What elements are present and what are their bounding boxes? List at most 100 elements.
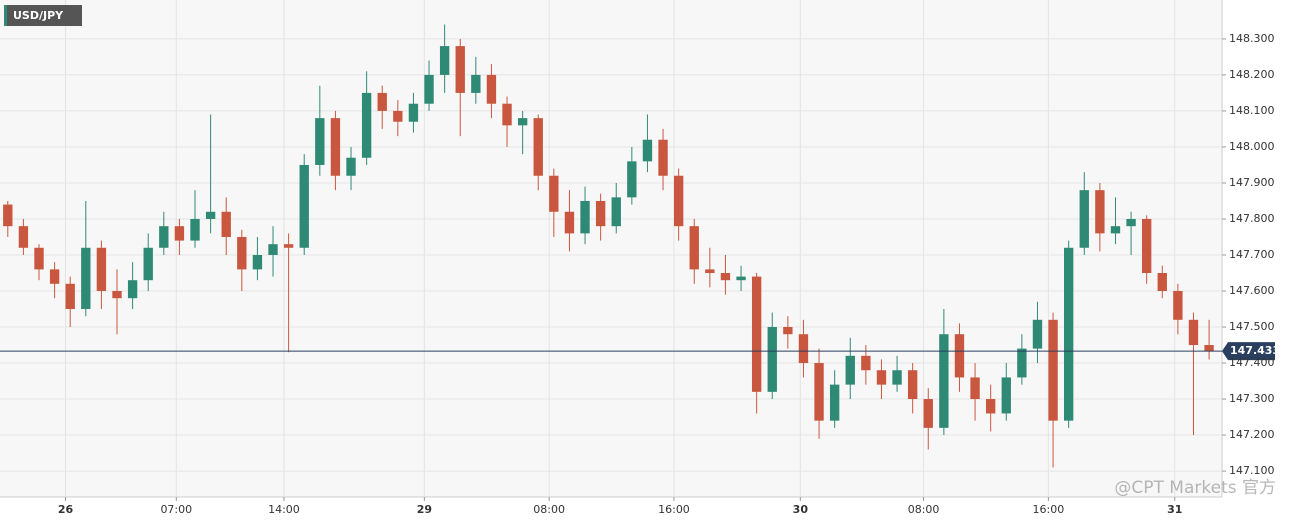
candle-body (486, 74, 497, 104)
x-tick-label: 07:00 (160, 503, 192, 516)
candle-body (1063, 247, 1074, 421)
candle-body (112, 290, 122, 299)
candle-body (3, 204, 13, 227)
candle-body (517, 118, 528, 126)
candle-body (954, 334, 965, 378)
y-tick-label: 147.900 (1229, 176, 1275, 189)
symbol-badge (4, 5, 82, 26)
candle-body (377, 92, 387, 111)
candle-body (190, 218, 200, 241)
candle-body (1048, 319, 1058, 421)
candle-body (159, 226, 169, 248)
last-price-label: 147.433 (1230, 344, 1280, 357)
candle-body (283, 244, 294, 248)
candle-body (18, 226, 29, 248)
candle-body (1001, 377, 1011, 414)
candle-body (595, 200, 606, 227)
candle-body (424, 74, 434, 104)
candle-body (798, 334, 809, 364)
overlay: 147.433 (0, 342, 1280, 361)
candle-body (1017, 348, 1027, 378)
candle-body (1141, 218, 1152, 273)
candle-body (673, 175, 684, 227)
candle-body (876, 370, 887, 385)
candle-body (783, 327, 793, 335)
candle-body (892, 370, 902, 385)
candle-body (1204, 345, 1214, 352)
y-tick-label: 148.300 (1229, 32, 1275, 45)
y-tick-label: 147.700 (1229, 248, 1275, 261)
y-tick-label: 147.800 (1229, 212, 1275, 225)
candle-body (143, 247, 153, 281)
candle-body (330, 118, 341, 176)
candle-body (580, 200, 590, 234)
candle-body (861, 355, 871, 371)
candle-body (751, 276, 762, 392)
candle-body (720, 272, 731, 281)
candle-body (939, 334, 949, 428)
candle-body (642, 139, 653, 162)
x-tick-label: 08:00 (533, 503, 565, 516)
x-tick-label: 29 (417, 503, 432, 516)
candle-body (689, 226, 699, 270)
candle-body (299, 164, 309, 248)
candle-body (455, 46, 465, 93)
x-tick-label: 16:00 (658, 503, 690, 516)
x-tick-label: 30 (793, 503, 809, 516)
candle-body (96, 247, 107, 291)
y-tick-label: 147.300 (1229, 392, 1275, 405)
candle-body (393, 110, 403, 122)
candle-body (315, 118, 325, 165)
symbol-badge-accent (4, 5, 7, 26)
candle-body (1110, 226, 1121, 234)
candle-body (49, 269, 60, 284)
candle-body (346, 157, 356, 176)
candle-body (845, 355, 855, 385)
candle-body (549, 175, 559, 212)
plot-area (0, 0, 1222, 497)
candle-body (923, 399, 933, 428)
x-tick-label: 26 (58, 503, 74, 516)
candle-body (1157, 272, 1167, 291)
last-price-tag (1222, 342, 1275, 361)
candle-body (237, 236, 247, 270)
candle-body (907, 370, 918, 400)
x-tick-label: 08:00 (908, 503, 940, 516)
candle-body (81, 247, 91, 310)
y-tick-label: 147.600 (1229, 284, 1275, 297)
candle-body (1032, 319, 1043, 349)
candle-body (611, 197, 621, 227)
candles (3, 24, 1214, 468)
candle-body (268, 244, 278, 255)
candle-body (1126, 218, 1136, 227)
y-tick-label: 148.100 (1229, 104, 1275, 117)
candle-body (658, 139, 668, 176)
x-tick-label: 14:00 (268, 503, 300, 516)
candle-body (408, 103, 419, 122)
x-tick-label: 31 (1167, 503, 1182, 516)
candle-body (221, 211, 231, 237)
y-tick-label: 148.000 (1229, 140, 1275, 153)
candle-body (1188, 319, 1199, 346)
y-tick-label: 147.500 (1229, 320, 1275, 333)
candle-body (502, 103, 512, 126)
candle-body (564, 211, 575, 234)
candle-body (970, 377, 980, 400)
candle-body (34, 247, 44, 270)
candle-body (533, 118, 543, 176)
candle-body (1173, 290, 1183, 320)
candle-body (439, 46, 450, 75)
candle-body (705, 269, 715, 273)
candle-body (1095, 190, 1105, 234)
candle-body (361, 92, 372, 158)
symbol: USD/JPY (13, 9, 64, 22)
watermark: @CPT Markets 官方 (1114, 478, 1276, 498)
x-tick-label: 16:00 (1033, 503, 1065, 516)
candle-body (627, 161, 637, 198)
candle-body (767, 327, 777, 392)
grid (0, 0, 1222, 497)
candle-body (174, 226, 185, 241)
y-tick-label: 148.200 (1229, 68, 1275, 81)
